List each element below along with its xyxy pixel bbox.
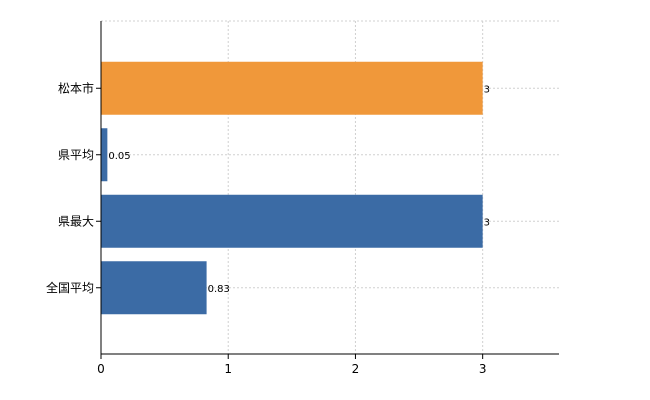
x-tick-label: 3 xyxy=(479,362,487,376)
x-tick-label: 2 xyxy=(352,362,360,376)
value-label: 0.83 xyxy=(208,284,230,295)
bar xyxy=(101,194,483,248)
axes xyxy=(96,21,559,359)
category-label: 全国平均 xyxy=(46,280,94,295)
category-label: 県平均 xyxy=(58,148,94,162)
category-label: 松本市 xyxy=(58,80,94,95)
value-label: 3 xyxy=(484,84,490,95)
value-label: 0.05 xyxy=(108,151,130,162)
bars xyxy=(101,61,483,315)
bar xyxy=(101,261,207,315)
bar xyxy=(101,61,483,115)
value-label: 3 xyxy=(484,217,490,228)
x-tick-label: 0 xyxy=(97,362,105,376)
x-tick-label: 1 xyxy=(224,362,232,376)
labels: 0 1 2 3 松本市 3 県平均 0.05 県最大 3 全国平均 0.83 xyxy=(46,80,490,376)
bar xyxy=(101,128,108,182)
category-label: 県最大 xyxy=(58,214,94,228)
